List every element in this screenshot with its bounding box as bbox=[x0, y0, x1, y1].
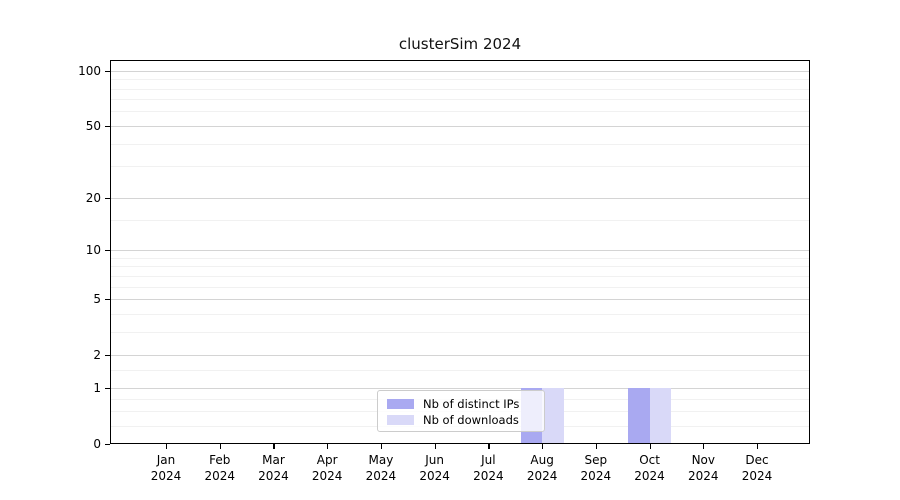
x-tick-month: Apr bbox=[316, 453, 338, 467]
major-gridline bbox=[110, 250, 810, 252]
y-axis-tick bbox=[105, 387, 110, 390]
x-tick-year: 2024 bbox=[634, 469, 665, 483]
minor-gridline bbox=[110, 111, 810, 113]
x-tick-label: Jul 2024 bbox=[458, 452, 518, 484]
bar-downloads bbox=[542, 387, 564, 444]
x-tick-year: 2024 bbox=[419, 469, 450, 483]
x-tick-month: Sep bbox=[584, 453, 608, 467]
x-tick-label: Aug 2024 bbox=[512, 452, 572, 484]
legend-swatch bbox=[387, 399, 414, 409]
x-tick-year: 2024 bbox=[688, 469, 719, 483]
x-tick-year: 2024 bbox=[580, 469, 612, 483]
x-tick-label: Feb 2024 bbox=[190, 452, 250, 484]
x-tick-year: 2024 bbox=[473, 469, 504, 483]
y-tick-label: 1 bbox=[93, 380, 101, 395]
x-tick-label: Dec 2024 bbox=[727, 452, 787, 484]
legend: Nb of distinct IPs Nb of downloads bbox=[377, 390, 545, 432]
chart-title: clusterSim 2024 bbox=[398, 35, 522, 53]
x-axis-tick bbox=[542, 444, 544, 449]
minor-gridline bbox=[110, 79, 810, 81]
minor-gridline bbox=[110, 257, 810, 259]
major-gridline bbox=[110, 197, 810, 199]
x-tick-label: Mar 2024 bbox=[243, 452, 303, 484]
x-tick-month: Dec bbox=[745, 453, 769, 467]
x-axis-tick bbox=[434, 444, 436, 449]
y-tick-label: 5 bbox=[93, 292, 101, 307]
x-tick-month: Nov bbox=[691, 453, 715, 467]
minor-gridline bbox=[110, 286, 810, 288]
minor-gridline bbox=[110, 313, 810, 315]
x-axis-tick bbox=[219, 444, 221, 449]
minor-gridline bbox=[110, 99, 810, 101]
minor-gridline bbox=[110, 88, 810, 90]
major-gridline bbox=[110, 387, 810, 389]
y-tick-label: 2 bbox=[93, 348, 101, 363]
y-axis-tick bbox=[105, 250, 110, 252]
x-tick-year: 2024 bbox=[258, 469, 289, 483]
x-tick-month: Oct bbox=[639, 453, 660, 467]
x-axis-tick bbox=[649, 444, 651, 449]
x-tick-month: Mar bbox=[262, 453, 285, 467]
x-axis-tick bbox=[380, 444, 383, 449]
major-gridline bbox=[110, 70, 810, 72]
legend-swatch bbox=[387, 415, 414, 425]
x-tick-month: Feb bbox=[209, 453, 231, 467]
minor-gridline bbox=[110, 369, 810, 371]
x-tick-year: 2024 bbox=[741, 469, 773, 483]
y-tick-label: 20 bbox=[85, 190, 101, 205]
minor-gridline bbox=[110, 275, 810, 277]
major-gridline bbox=[110, 299, 810, 301]
y-axis-tick bbox=[105, 299, 110, 301]
y-axis-tick bbox=[105, 70, 110, 72]
minor-gridline bbox=[110, 166, 810, 168]
y-tick-label: 50 bbox=[85, 118, 101, 133]
x-axis-tick bbox=[595, 444, 598, 449]
y-axis-tick bbox=[105, 125, 110, 128]
legend-item: Nb of distinct IPs bbox=[387, 396, 535, 412]
x-tick-year: 2024 bbox=[311, 469, 343, 483]
x-tick-month: Jan bbox=[156, 453, 176, 467]
x-axis-tick bbox=[327, 444, 329, 449]
x-tick-label: Jun 2024 bbox=[405, 452, 465, 484]
y-axis-tick bbox=[105, 444, 110, 446]
x-tick-month: Jun bbox=[425, 453, 445, 467]
y-axis-tick bbox=[105, 355, 110, 357]
x-tick-year: 2024 bbox=[526, 469, 558, 483]
minor-gridline bbox=[110, 331, 810, 333]
x-axis-tick bbox=[488, 444, 490, 449]
y-tick-label: 0 bbox=[93, 437, 101, 451]
legend-label: Nb of downloads bbox=[423, 413, 519, 427]
minor-gridline bbox=[110, 143, 810, 145]
major-gridline bbox=[110, 125, 810, 127]
x-tick-label: Apr 2024 bbox=[297, 452, 357, 484]
legend-label: Nb of distinct IPs bbox=[423, 397, 520, 411]
x-axis-tick bbox=[273, 444, 275, 449]
x-tick-label: Jan 2024 bbox=[136, 452, 196, 484]
legend-item: Nb of downloads bbox=[387, 412, 535, 428]
y-axis-tick bbox=[105, 197, 110, 199]
x-axis-tick bbox=[703, 444, 705, 449]
x-tick-month: May bbox=[368, 453, 394, 467]
x-tick-month: Aug bbox=[530, 453, 554, 467]
x-axis-tick bbox=[166, 444, 168, 449]
bar-distinct-ips bbox=[628, 387, 650, 444]
x-tick-label: Oct 2024 bbox=[620, 452, 680, 484]
x-tick-label: May 2024 bbox=[351, 452, 411, 484]
x-tick-year: 2024 bbox=[150, 469, 182, 483]
x-tick-year: 2024 bbox=[365, 469, 397, 483]
bar-downloads bbox=[649, 387, 672, 444]
plot-area bbox=[110, 60, 810, 444]
y-tick-label: 100 bbox=[78, 63, 101, 78]
x-tick-label: Nov 2024 bbox=[673, 452, 733, 484]
x-axis-tick bbox=[757, 444, 759, 449]
minor-gridline bbox=[110, 219, 810, 221]
minor-gridline bbox=[110, 266, 810, 268]
x-tick-label: Sep 2024 bbox=[566, 452, 626, 484]
major-gridline bbox=[110, 355, 810, 357]
y-tick-label: 10 bbox=[85, 243, 101, 258]
x-tick-month: Jul bbox=[481, 453, 496, 467]
x-tick-year: 2024 bbox=[204, 469, 235, 483]
